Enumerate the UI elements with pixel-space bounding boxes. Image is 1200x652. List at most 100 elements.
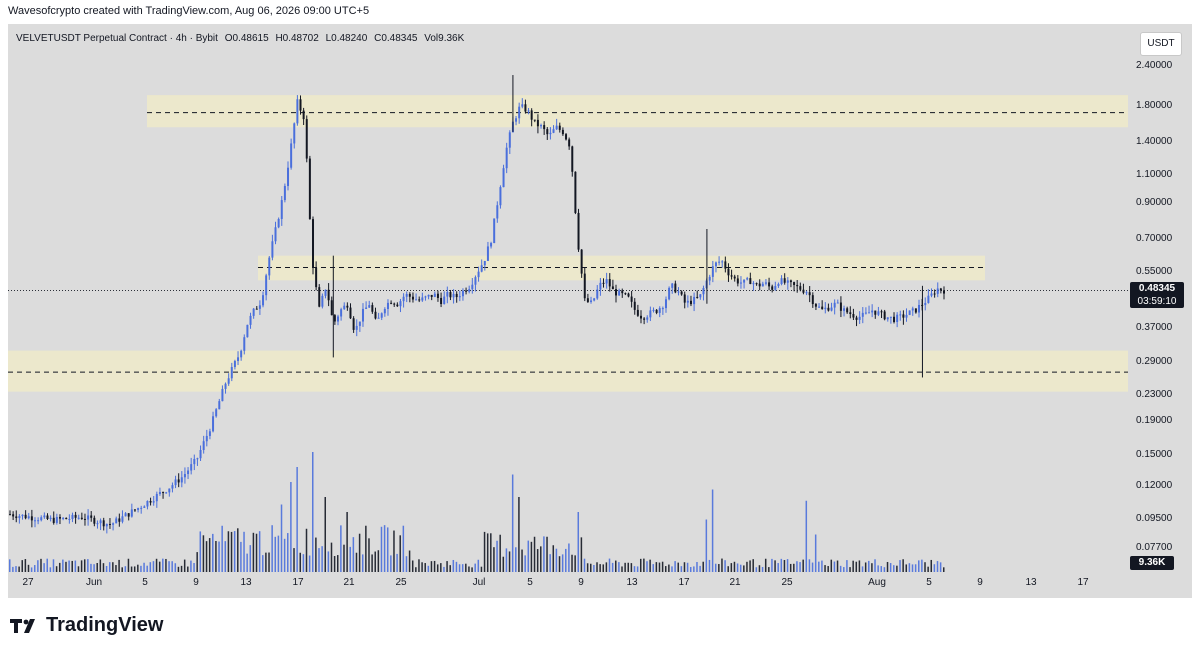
candle-body [336,316,339,322]
chart-frame[interactable]: VELVETUSDT Perpetual Contract · 4h · Byb… [8,24,1192,598]
chart-svg[interactable] [8,24,1128,572]
candle-body [433,293,436,297]
candle-body [593,298,596,301]
volume-bar [361,554,364,572]
candle-body [696,296,699,298]
volume-bar [618,562,620,572]
candle-body [783,278,786,283]
currency-button[interactable]: USDT [1140,32,1182,56]
candle-body [527,110,530,112]
volume-bar [118,559,120,572]
volume-bar [496,540,498,572]
volume-bar [18,566,20,572]
candle-body [352,318,355,330]
candle-body [596,289,599,299]
time-axis[interactable]: 27 Jun 5 9 13 17 21 25 Jul 5 9 13 17 21 25 Aug 5 9 13 17 [8,572,1128,598]
volume-bar [168,561,170,572]
candle-body [193,458,196,465]
volume-bar [808,559,811,572]
volume-bar [68,560,70,572]
candle-body [115,518,118,524]
candle-body [814,304,817,307]
volume-bar [724,560,726,572]
volume-bar [811,562,814,572]
candle-body [908,310,911,315]
candle-body [886,317,889,320]
volume-bar [62,559,64,572]
candle-body [699,294,702,298]
price-tick-label: 0.07700 [1136,542,1173,553]
volume-bar [652,564,654,572]
candle-body [555,125,558,130]
candle-body [183,474,186,478]
candle-body [355,325,358,330]
volume-bar [418,559,420,572]
chart-plot-area[interactable]: VELVETUSDT Perpetual Contract · 4h · Byb… [8,24,1128,572]
volume-bar [918,560,920,572]
volume-bar [277,535,280,572]
candle-body [508,132,511,148]
time-tick-label: 25 [781,577,793,588]
candle-body [243,337,246,351]
volume-bar [499,534,501,572]
volume-bar [643,558,645,572]
candle-body [240,350,243,358]
volume-bar [37,560,39,572]
volume-bar [818,561,820,572]
candle-body [290,143,293,168]
volume-bar [202,535,205,572]
candle-body [590,300,593,302]
volume-bar [227,531,230,572]
last-price-value: 0.48345 [1138,283,1176,294]
volume-bar [452,559,455,572]
candle-body [708,276,711,281]
volume-bar [83,559,86,572]
volume-bar [786,559,789,572]
volume-bar [233,531,236,572]
candle-body [40,517,43,521]
candle-body [868,312,871,314]
candle-body [796,284,799,287]
volume-bar [218,541,220,572]
volume-bar [796,561,798,572]
volume-bar [552,545,555,572]
volume-bar [302,554,305,572]
volume-bar [511,474,514,572]
candle-body [461,290,464,297]
volume-bar [761,566,764,572]
candle-body [68,518,71,520]
volume-bar [58,562,61,572]
candle-body [752,283,755,285]
volume-bar [380,526,383,572]
volume-bar [864,562,867,572]
volume-bar [252,532,255,572]
candle-body [365,307,368,309]
time-tick-label: 21 [729,577,741,588]
time-tick-label: 9 [977,577,983,588]
candle-body [74,514,77,518]
volume-bar [193,563,195,572]
volume-bar [764,558,767,572]
candle-body [643,318,646,320]
candle-body [21,514,24,517]
candle-body [571,146,574,172]
candle-body [827,307,830,311]
volume-bar [149,562,152,572]
candle-body [65,517,68,520]
volume-bar [783,560,786,572]
candle-body [324,289,327,296]
volume-bar [12,566,14,572]
tradingview-brand[interactable]: TradingView [10,614,163,637]
candle-body [918,304,921,313]
volume-bar [540,546,542,572]
zone-0 [147,95,1128,128]
volume-bar [155,558,158,572]
volume-bar [71,560,73,572]
legend-symbol[interactable]: VELVETUSDT Perpetual Contract · 4h · Byb… [16,33,218,44]
candle-body [618,290,621,296]
candle-body [902,314,905,318]
volume-bar [789,563,792,572]
volume-bar [505,548,508,572]
candle-body [227,378,230,384]
volume-bar [627,562,630,572]
